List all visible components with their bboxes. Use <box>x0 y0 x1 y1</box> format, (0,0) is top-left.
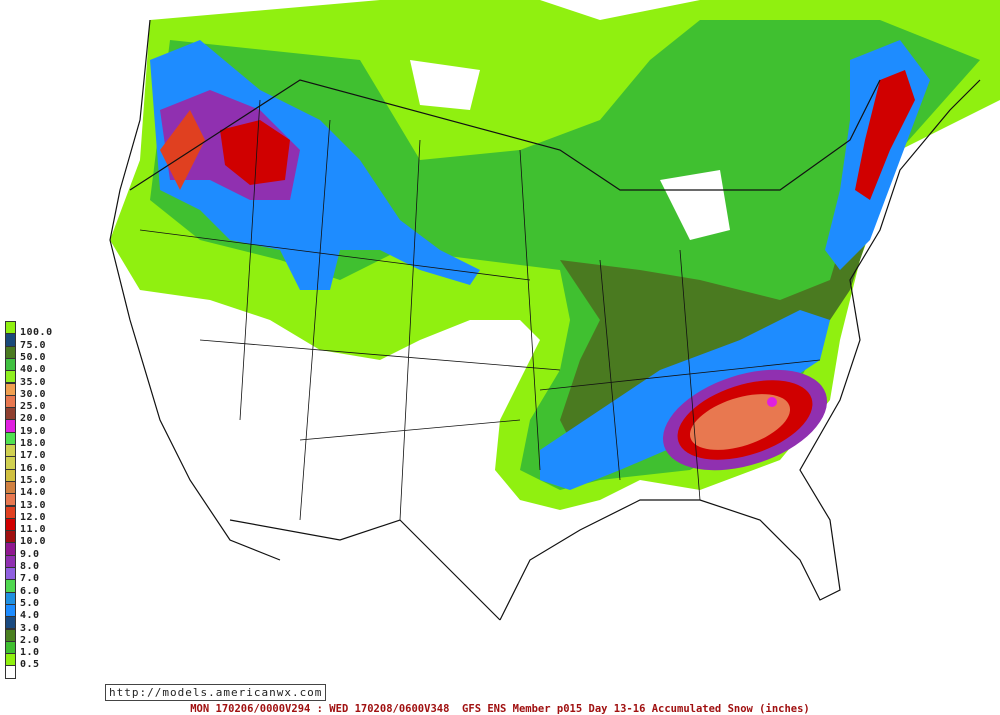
legend-swatch <box>5 517 16 532</box>
legend-label: 10.0 <box>20 536 47 548</box>
coastline-west <box>109 19 281 561</box>
legend-swatch <box>5 456 16 470</box>
legend-label: 30.0 <box>20 388 47 400</box>
legend-label: 25.0 <box>20 401 47 413</box>
legend-label: 14.0 <box>20 487 47 499</box>
legend-label: 4.0 <box>20 610 40 622</box>
snow-area-orange-se <box>689 394 791 450</box>
legend-swatch <box>5 591 16 605</box>
legend-label: 40.0 <box>20 364 47 376</box>
legend-label: 5.0 <box>20 597 40 609</box>
legend-label: 17.0 <box>20 450 47 462</box>
snow-area-red-or <box>160 110 205 190</box>
legend-swatch <box>5 419 16 433</box>
legend-label: 3.0 <box>20 622 40 634</box>
legend-label: 12.0 <box>20 511 47 523</box>
legend-label: 13.0 <box>20 499 47 511</box>
snow-area-red-nw <box>220 120 290 185</box>
legend-swatch <box>5 394 16 409</box>
legend-swatch <box>5 554 16 568</box>
no-snow-area <box>410 60 480 110</box>
legend-swatch <box>5 616 16 630</box>
legend-label: 16.0 <box>20 462 47 474</box>
legend-swatch <box>5 603 16 618</box>
legend-label: 20.0 <box>20 413 47 425</box>
legend-swatch <box>5 321 16 335</box>
legend-swatch <box>5 653 16 667</box>
snow-area-olive <box>560 40 910 460</box>
legend-swatch <box>5 665 16 679</box>
legend-swatch <box>5 505 16 519</box>
legend-swatch <box>5 333 16 347</box>
legend-swatch <box>5 640 16 655</box>
legend-swatch <box>5 431 16 445</box>
legend-swatch <box>5 345 16 359</box>
snow-area-red-ne <box>855 70 915 200</box>
legend-label: 1.0 <box>20 647 40 659</box>
legend-label: 75.0 <box>20 339 47 351</box>
legend-swatch <box>5 567 16 581</box>
us-canada-border <box>129 79 881 191</box>
legend-swatch <box>5 530 16 544</box>
legend-swatch <box>5 579 16 593</box>
legend-swatch <box>5 542 16 556</box>
no-snow-area <box>660 170 730 240</box>
legend-swatch <box>5 480 16 495</box>
snow-area-blue <box>540 310 830 490</box>
snow-max-se <box>767 397 777 407</box>
source-url[interactable]: http://models.americanwx.com <box>105 684 327 701</box>
legend-label: 0.5 <box>20 659 40 671</box>
legend-swatch <box>5 357 16 372</box>
legend-label: 35.0 <box>20 376 47 388</box>
borders <box>109 19 981 621</box>
map-caption: MON 170206/0000V294 : WED 170208/0600V34… <box>190 703 810 715</box>
legend-label: 50.0 <box>20 351 47 363</box>
gulf-coast <box>499 79 981 621</box>
legend-label: 8.0 <box>20 561 40 572</box>
us-mexico-border <box>229 519 501 621</box>
legend-swatch <box>5 468 16 482</box>
snow-shading <box>110 0 1000 510</box>
legend-swatch <box>5 493 16 507</box>
legend-label: 7.0 <box>20 573 40 585</box>
legend-swatch <box>5 444 16 458</box>
legend-label: 19.0 <box>20 425 47 437</box>
legend-label: 15.0 <box>20 474 47 486</box>
legend-label: 100.0 <box>20 327 53 339</box>
legend-label: 2.0 <box>20 634 40 646</box>
legend-label: 9.0 <box>20 548 40 560</box>
legend-label: 11.0 <box>20 524 47 536</box>
legend-swatch <box>5 370 16 384</box>
snowfall-map <box>109 0 1000 621</box>
state-lines <box>139 99 821 521</box>
legend-swatch <box>5 407 16 421</box>
legend-swatch <box>5 628 16 642</box>
legend-label: 18.0 <box>20 438 47 449</box>
legend-swatch <box>5 382 16 396</box>
legend-label: 6.0 <box>20 585 40 597</box>
